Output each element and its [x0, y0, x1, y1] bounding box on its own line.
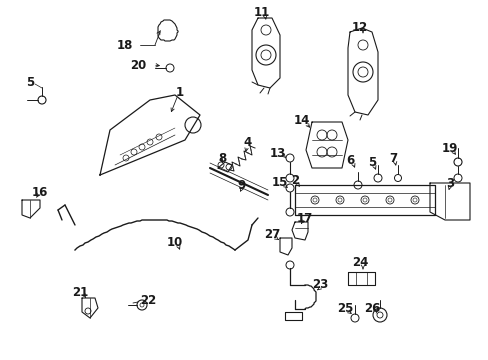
Text: 19: 19 — [441, 141, 457, 154]
Text: 18: 18 — [117, 39, 133, 51]
Text: 20: 20 — [130, 59, 146, 72]
Text: 25: 25 — [336, 302, 352, 315]
Text: 2: 2 — [290, 174, 299, 186]
Text: 14: 14 — [293, 113, 309, 126]
Text: 6: 6 — [345, 153, 353, 166]
Text: 26: 26 — [363, 302, 379, 315]
Text: 5: 5 — [26, 76, 34, 89]
Text: 5: 5 — [367, 156, 375, 168]
Text: 15: 15 — [271, 176, 287, 189]
Text: 11: 11 — [253, 5, 269, 18]
Text: 9: 9 — [237, 179, 245, 192]
Text: 16: 16 — [32, 185, 48, 198]
Text: 21: 21 — [72, 285, 88, 298]
Text: 22: 22 — [140, 293, 156, 306]
Text: 24: 24 — [351, 256, 367, 270]
Text: 12: 12 — [351, 21, 367, 33]
Text: 4: 4 — [244, 135, 252, 149]
Text: 23: 23 — [311, 279, 327, 292]
Text: 7: 7 — [388, 152, 396, 165]
Text: 8: 8 — [218, 152, 225, 165]
Text: 13: 13 — [269, 147, 285, 159]
Text: 1: 1 — [176, 86, 183, 99]
Text: 3: 3 — [445, 176, 453, 189]
Text: 27: 27 — [264, 229, 280, 242]
Text: 10: 10 — [166, 235, 183, 248]
Text: 17: 17 — [296, 212, 312, 225]
